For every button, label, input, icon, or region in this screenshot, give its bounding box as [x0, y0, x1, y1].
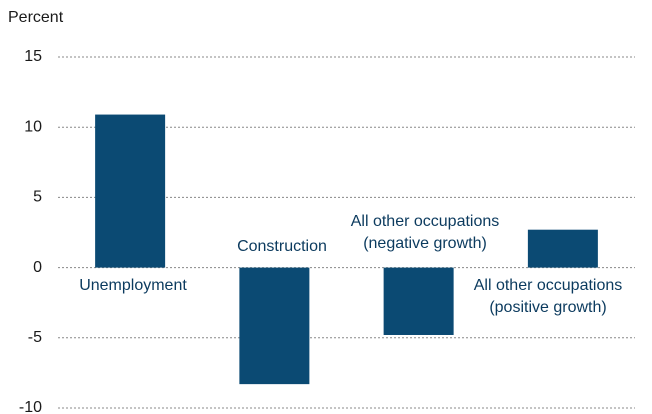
category-label: Unemployment	[79, 277, 187, 294]
y-tick-label: 15	[24, 48, 42, 65]
y-tick-label: 0	[33, 259, 42, 276]
y-tick-label: 10	[24, 118, 42, 135]
y-tick-label: 5	[33, 189, 42, 206]
bar	[239, 267, 310, 385]
bar	[95, 114, 166, 268]
y-tick-label: -5	[28, 329, 42, 346]
category-label: All other occupations (negative growth)	[350, 213, 500, 252]
category-label: Construction	[237, 238, 327, 255]
y-axis-label: Percent	[8, 9, 64, 26]
bar	[383, 267, 454, 335]
category-label: All other occupations (positive growth)	[473, 277, 623, 316]
y-tick-label: -10	[19, 399, 42, 414]
bar	[527, 229, 598, 268]
